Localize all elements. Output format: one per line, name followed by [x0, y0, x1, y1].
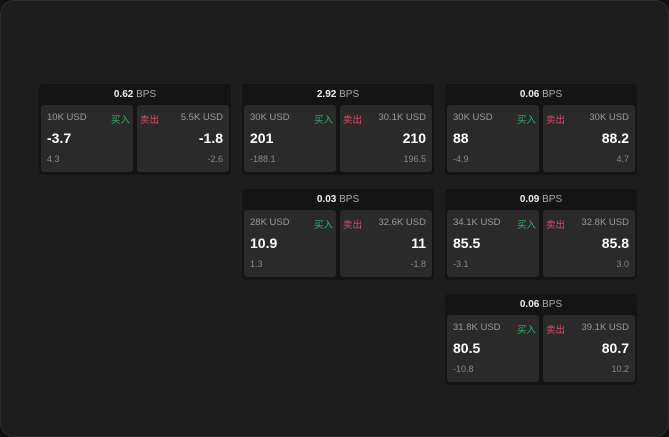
bid-quantity: 10K USD	[47, 112, 87, 123]
spread-value: 0.09	[519, 194, 540, 205]
bid-change: -3.1	[453, 259, 469, 269]
buy-panel[interactable]: 10K USD 买入 -3.7 4.3	[41, 105, 133, 172]
spread-value: 0.06	[519, 89, 540, 100]
spread-unit: BPS	[339, 89, 360, 100]
spread-value: 0.62	[113, 89, 134, 100]
spread-header: 2.92 BPS	[242, 84, 434, 105]
spread-value: 0.06	[519, 299, 540, 310]
quote-card: 0.62 BPS 10K USD 买入 -3.7 4.3 卖出 5.5K USD…	[39, 84, 231, 175]
quote-card: 0.03 BPS 28K USD 买入 10.9 1.3 卖出 32.6K US…	[242, 189, 434, 280]
ask-quantity: 32.6K USD	[378, 217, 426, 228]
spread-unit: BPS	[542, 299, 563, 310]
spread-value: 2.92	[316, 89, 337, 100]
bid-change: 4.3	[47, 154, 60, 164]
spread-header: 0.03 BPS	[242, 189, 434, 210]
ask-change: -1.8	[410, 259, 426, 269]
quote-card: 0.06 BPS 30K USD 买入 88 -4.9 卖出 30K USD 8…	[445, 84, 637, 175]
ask-change: 10.2	[611, 364, 629, 374]
bid-quantity: 30K USD	[453, 112, 493, 123]
ask-quantity: 30K USD	[589, 112, 629, 123]
sell-panel[interactable]: 卖出 30K USD 88.2 4.7	[543, 105, 635, 172]
buy-label: 买入	[516, 325, 536, 336]
ask-quantity: 39.1K USD	[581, 322, 629, 333]
bid-quantity: 34.1K USD	[453, 217, 501, 228]
spread-unit: BPS	[542, 194, 563, 205]
bid-price: 10.9	[250, 235, 278, 251]
bid-price: 88	[453, 130, 469, 146]
ask-quantity: 32.8K USD	[581, 217, 629, 228]
bid-price: 201	[250, 130, 274, 146]
buy-panel[interactable]: 30K USD 买入 88 -4.9	[447, 105, 539, 172]
buy-panel[interactable]: 34.1K USD 买入 85.5 -3.1	[447, 210, 539, 277]
ask-price: 85.8	[601, 235, 629, 251]
ask-price: -1.8	[198, 130, 223, 146]
bid-price: -3.7	[47, 130, 72, 146]
quote-card: 2.92 BPS 30K USD 买入 201 -188.1 卖出 30.1K …	[242, 84, 434, 175]
sell-label: 卖出	[546, 220, 566, 231]
sell-panel[interactable]: 卖出 39.1K USD 80.7 10.2	[543, 315, 635, 382]
sell-panel[interactable]: 卖出 32.8K USD 85.8 3.0	[543, 210, 635, 277]
bid-change: -10.8	[453, 364, 474, 374]
bid-quantity: 31.8K USD	[453, 322, 501, 333]
sell-label: 卖出	[343, 115, 363, 126]
buy-panel[interactable]: 28K USD 买入 10.9 1.3	[244, 210, 336, 277]
sell-panel[interactable]: 卖出 5.5K USD -1.8 -2.6	[137, 105, 229, 172]
spread-unit: BPS	[542, 89, 563, 100]
spread-value: 0.03	[316, 194, 337, 205]
bid-quantity: 28K USD	[250, 217, 290, 228]
sell-label: 卖出	[546, 325, 566, 336]
sell-label: 卖出	[546, 115, 566, 126]
ask-price: 88.2	[601, 130, 629, 146]
bid-price: 85.5	[453, 235, 481, 251]
sell-label: 卖出	[343, 220, 363, 231]
bid-price: 80.5	[453, 340, 481, 356]
buy-label: 买入	[313, 220, 333, 231]
bid-change: 1.3	[250, 259, 263, 269]
spread-header: 0.62 BPS	[39, 84, 231, 105]
bid-change: -4.9	[453, 154, 469, 164]
ask-change: 3.0	[616, 259, 629, 269]
ask-price: 11	[411, 235, 426, 251]
buy-panel[interactable]: 30K USD 买入 201 -188.1	[244, 105, 336, 172]
sell-panel[interactable]: 卖出 32.6K USD 11 -1.8	[340, 210, 432, 277]
sell-label: 卖出	[140, 115, 160, 126]
ask-quantity: 5.5K USD	[180, 112, 223, 123]
buy-label: 买入	[110, 115, 130, 126]
spread-unit: BPS	[339, 194, 360, 205]
buy-label: 买入	[516, 220, 536, 231]
spread-header: 0.09 BPS	[445, 189, 637, 210]
ask-price: 210	[402, 130, 426, 146]
ask-change: 4.7	[616, 154, 629, 164]
quote-card: 0.09 BPS 34.1K USD 买入 85.5 -3.1 卖出 32.8K…	[445, 189, 637, 280]
ask-change: 196.5	[403, 154, 426, 164]
bid-quantity: 30K USD	[250, 112, 290, 123]
spread-header: 0.06 BPS	[445, 84, 637, 105]
spread-header: 0.06 BPS	[445, 294, 637, 315]
ask-quantity: 30.1K USD	[378, 112, 426, 123]
ask-change: -2.6	[207, 154, 223, 164]
bid-change: -188.1	[250, 154, 276, 164]
quote-card: 0.06 BPS 31.8K USD 买入 80.5 -10.8 卖出 39.1…	[445, 294, 637, 385]
ask-price: 80.7	[601, 340, 629, 356]
buy-label: 买入	[516, 115, 536, 126]
spread-unit: BPS	[136, 89, 157, 100]
buy-panel[interactable]: 31.8K USD 买入 80.5 -10.8	[447, 315, 539, 382]
buy-label: 买入	[313, 115, 333, 126]
sell-panel[interactable]: 卖出 30.1K USD 210 196.5	[340, 105, 432, 172]
